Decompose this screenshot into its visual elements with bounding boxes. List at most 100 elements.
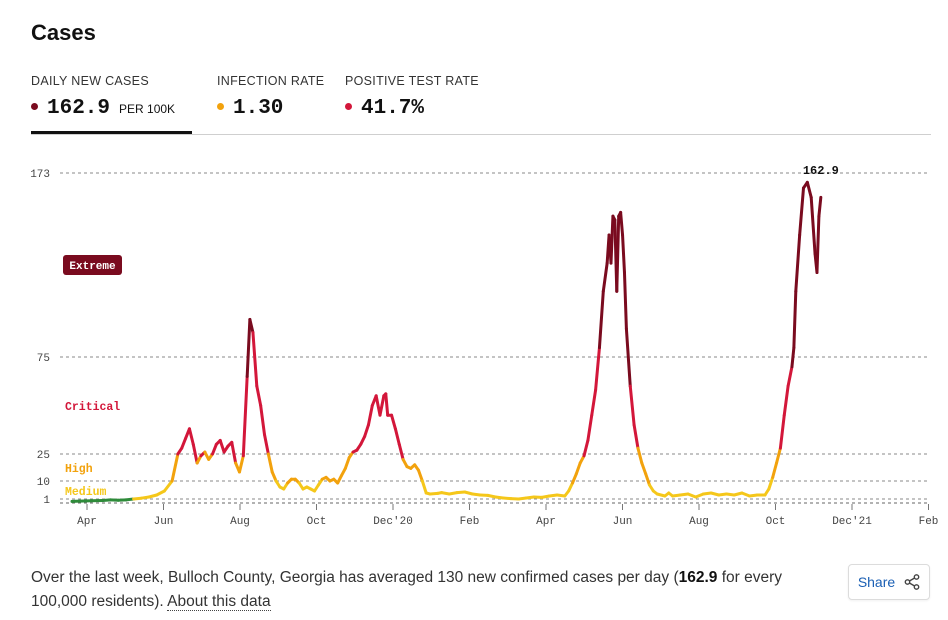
- cases-line-segment: [248, 317, 255, 335]
- cases-line-segment: [775, 446, 782, 465]
- cases-line-segment: [230, 440, 238, 465]
- band-label-high: High: [65, 463, 93, 476]
- cases-line-segment: [378, 394, 386, 417]
- y-tick-label: 10: [37, 477, 50, 489]
- cases-line-segment: [628, 384, 636, 427]
- cases-line-segment: [632, 423, 640, 450]
- summary-text-part: Over the last week, Bulloch County, Geor…: [31, 569, 679, 586]
- cases-line-segment: [815, 214, 821, 275]
- cases-line-segment: [417, 468, 424, 483]
- cases-line-segment: [609, 214, 615, 265]
- cases-line-segment: [343, 456, 351, 470]
- extreme-band-label: Extreme: [69, 261, 116, 273]
- tab-positive-test-rate[interactable]: POSITIVE TEST RATE 41.7%: [345, 72, 485, 134]
- x-tick-label: Oct: [766, 516, 786, 528]
- cases-line-segment: [790, 346, 796, 369]
- cases-line-chart: 1 10 25 75 173 Apr Jun Aug Oct Dec'20 Feb Apr Jun Aug…: [30, 164, 939, 528]
- cases-line-segment: [366, 404, 374, 427]
- tab-unit: PER 100K: [119, 102, 176, 116]
- cases-line-segment: [241, 374, 249, 458]
- cases-line-segment: [255, 384, 263, 407]
- series-dot-icon: [31, 103, 38, 110]
- cases-line-segment: [191, 442, 199, 465]
- x-tick-label: Apr: [536, 516, 556, 528]
- cases-line-segment: [582, 438, 590, 458]
- cases-line-segment: [170, 452, 180, 483]
- cases-line-segment: [263, 433, 270, 456]
- cases-line-segment: [393, 427, 401, 446]
- cases-line-segment: [782, 384, 790, 417]
- cases-line-segment: [397, 442, 405, 461]
- cases-line-segment: [601, 261, 609, 293]
- cases-line-segment: [384, 392, 390, 417]
- cases-line-segment: [809, 195, 817, 256]
- x-tick-label: Dec'20: [373, 516, 413, 528]
- x-tick-label: Apr: [77, 516, 97, 528]
- cases-line-segment: [211, 442, 218, 456]
- cases-line-segment: [390, 413, 397, 431]
- cases-line-segment: [615, 214, 621, 293]
- cases-line-segment: [817, 195, 823, 218]
- x-tick-label: Dec'21: [832, 516, 872, 528]
- y-tick-label: 25: [37, 450, 50, 462]
- cases-line-segment: [621, 233, 626, 275]
- band-label-medium: Medium: [65, 486, 107, 499]
- cases-line-segment: [640, 461, 648, 476]
- cases-line-segment: [363, 423, 370, 439]
- cases-line-segment: [798, 186, 805, 237]
- cases-line-segment: [420, 479, 428, 495]
- cases-line-segment: [574, 461, 582, 476]
- summary-value: 162.9: [678, 569, 718, 586]
- cases-line-segment: [586, 413, 594, 442]
- cases-line-segment: [266, 452, 274, 474]
- cases-line-segment: [187, 427, 195, 446]
- about-data-link[interactable]: About this data: [167, 593, 271, 611]
- tab-value: 162.9: [47, 97, 111, 120]
- cases-line-segment: [771, 461, 779, 479]
- cases-line-segment: [786, 365, 794, 388]
- cases-line-segment: [636, 446, 644, 465]
- latest-value-label: 162.9: [803, 164, 839, 178]
- cases-line-segment: [794, 233, 802, 293]
- x-tick-label: Jun: [154, 516, 174, 528]
- cases-line-segment: [251, 331, 259, 388]
- tab-label: DAILY NEW CASES: [31, 74, 149, 88]
- tab-label: POSITIVE TEST RATE: [345, 74, 479, 88]
- cases-line-segment: [259, 404, 266, 437]
- x-tick-label: Feb: [919, 516, 939, 528]
- x-tick-label: Aug: [230, 516, 250, 528]
- cases-line-segment: [162, 479, 174, 493]
- extreme-band-badge: [63, 255, 122, 275]
- cases-line-segment: [619, 210, 625, 237]
- share-label: Share: [857, 574, 896, 590]
- cases-line-segment: [594, 346, 601, 392]
- page-title: Cases: [31, 20, 96, 45]
- cases-line-segment: [237, 454, 245, 474]
- x-tick-label: Feb: [460, 516, 480, 528]
- series-dot-icon: [345, 103, 352, 110]
- cases-line-segment: [644, 472, 651, 487]
- cases-line-segment: [792, 289, 798, 350]
- cases-line-segment: [590, 388, 598, 417]
- x-tick-label: Jun: [613, 516, 633, 528]
- cases-line-segment: [597, 289, 605, 350]
- cases-line-segment: [180, 436, 188, 450]
- summary-text-part: for every 100,000 residents).: [31, 569, 783, 610]
- tab-label: INFECTION RATE: [217, 74, 325, 88]
- cases-line-segment: [767, 475, 775, 491]
- cases-line-segment: [624, 327, 632, 388]
- metric-tabs: DAILY NEW CASES 162.9 PER 100K INFECTION…: [31, 72, 931, 135]
- tab-infection-rate[interactable]: INFECTION RATE 1.30: [217, 72, 327, 134]
- tab-value: 41.7%: [361, 97, 425, 120]
- share-icon: [904, 574, 920, 590]
- share-button[interactable]: Share: [848, 564, 930, 600]
- tab-daily-new-cases[interactable]: DAILY NEW CASES 162.9 PER 100K: [31, 72, 192, 134]
- cases-line-segment: [805, 180, 813, 199]
- band-label-critical: Critical: [65, 401, 120, 414]
- x-tick-label: Aug: [689, 516, 709, 528]
- cases-line-segment: [622, 271, 628, 331]
- summary-text: Over the last week, Bulloch County, Geor…: [31, 566, 821, 614]
- cases-line-segment: [245, 317, 252, 378]
- y-tick-label: 173: [30, 169, 50, 181]
- tab-value: 1.30: [233, 97, 284, 120]
